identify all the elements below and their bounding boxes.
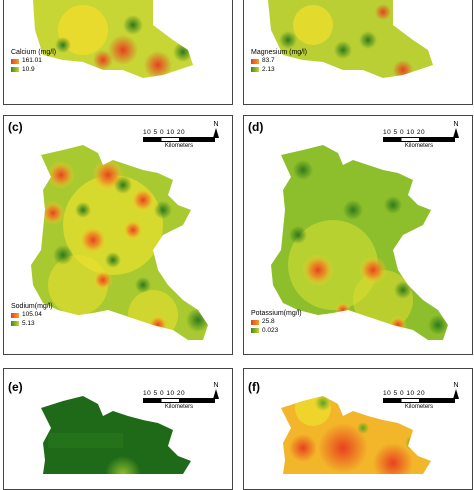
legend-high-value: 83.7 [262, 57, 275, 64]
panel-d: (d) 10 5 0 10 20 Kilometers N [243, 115, 473, 355]
legend-low-value: 0.023 [262, 326, 279, 334]
scale-ticks: 10 5 0 10 20 [383, 129, 426, 136]
legend-low-swatch [11, 67, 19, 73]
north-arrow-icon [213, 128, 219, 138]
panel-a: Calcium (mg/l) 161.01 10.9 [3, 0, 233, 105]
panel-f: (f) 10 5 0 10 20 Kilometers N [243, 368, 473, 490]
panel-e: (e) 10 5 0 10 20 Kilometers N [3, 368, 233, 490]
legend-low-value: 2.13 [262, 65, 275, 73]
legend-low-swatch [11, 321, 19, 327]
panel-c: (c) 10 5 0 10 20 Kilometers N [3, 115, 233, 355]
scale-bar-f: 10 5 0 10 20 Kilometers [383, 390, 455, 410]
legend-d: Potassium(mg/l) 25.8 0.023 [251, 310, 302, 336]
north-arrow-e: N [213, 382, 219, 399]
north-arrow-d: N [453, 121, 459, 138]
scale-bar-e: 10 5 0 10 20 Kilometers [143, 390, 215, 410]
scale-bar-graphic [143, 398, 215, 403]
legend-low-value: 5.13 [22, 319, 35, 327]
map-calcium [33, 0, 193, 78]
legend-high-value: 25.8 [262, 318, 275, 325]
legend-high-swatch [11, 312, 19, 318]
legend-a: Calcium (mg/l) 161.01 10.9 [11, 49, 56, 75]
scale-unit: Kilometers [404, 143, 434, 149]
legend-high-swatch [11, 58, 19, 64]
scale-ticks: 10 5 0 10 20 [383, 390, 426, 397]
north-arrow-f: N [453, 382, 459, 399]
north-label: N [453, 121, 459, 128]
map-panel-e [41, 396, 191, 474]
legend-high-value: 105.04 [22, 311, 42, 318]
north-label: N [213, 121, 219, 128]
legend-low-swatch [251, 67, 259, 73]
panel-label-e: (e) [8, 380, 23, 394]
north-arrow-icon [453, 128, 459, 138]
north-arrow-c: N [213, 121, 219, 138]
north-arrow-icon [213, 389, 219, 399]
scale-bar-graphic [143, 137, 215, 142]
scale-unit: Kilometers [164, 143, 194, 149]
legend-low-swatch [251, 328, 259, 334]
legend-low-value: 10.9 [22, 65, 35, 73]
north-arrow-icon [453, 389, 459, 399]
panel-b: Magnesium (mg/l) 83.7 2.13 [243, 0, 473, 105]
legend-title: Sodium(mg/l) [11, 303, 53, 310]
map-potassium [271, 145, 448, 340]
scale-bar-c: 10 5 0 10 20 Kilometers [143, 129, 215, 149]
scale-unit: Kilometers [404, 404, 434, 410]
scale-unit: Kilometers [164, 404, 194, 410]
map-magnesium [268, 0, 433, 78]
north-label: N [213, 382, 219, 389]
scale-ticks: 10 5 0 10 20 [143, 390, 186, 397]
panel-label-d: (d) [248, 120, 264, 134]
legend-high-swatch [251, 58, 259, 64]
scale-bar-graphic [383, 137, 455, 142]
legend-c: Sodium(mg/l) 105.04 5.13 [11, 303, 53, 329]
map-sodium [31, 145, 208, 340]
legend-title: Calcium (mg/l) [11, 49, 57, 56]
map-panel-f [281, 396, 431, 474]
legend-high-swatch [251, 319, 259, 325]
scale-bar-d: 10 5 0 10 20 Kilometers [383, 129, 455, 149]
legend-high-value: 161.01 [22, 57, 42, 64]
north-label: N [453, 382, 459, 389]
panel-label-c: (c) [8, 120, 23, 134]
scale-ticks: 10 5 0 10 20 [143, 129, 186, 136]
legend-b: Magnesium (mg/l) 83.7 2.13 [251, 49, 307, 75]
scale-bar-graphic [383, 398, 455, 403]
legend-title: Potassium(mg/l) [251, 310, 302, 317]
legend-title: Magnesium (mg/l) [251, 49, 308, 56]
panel-label-f: (f) [248, 380, 260, 394]
